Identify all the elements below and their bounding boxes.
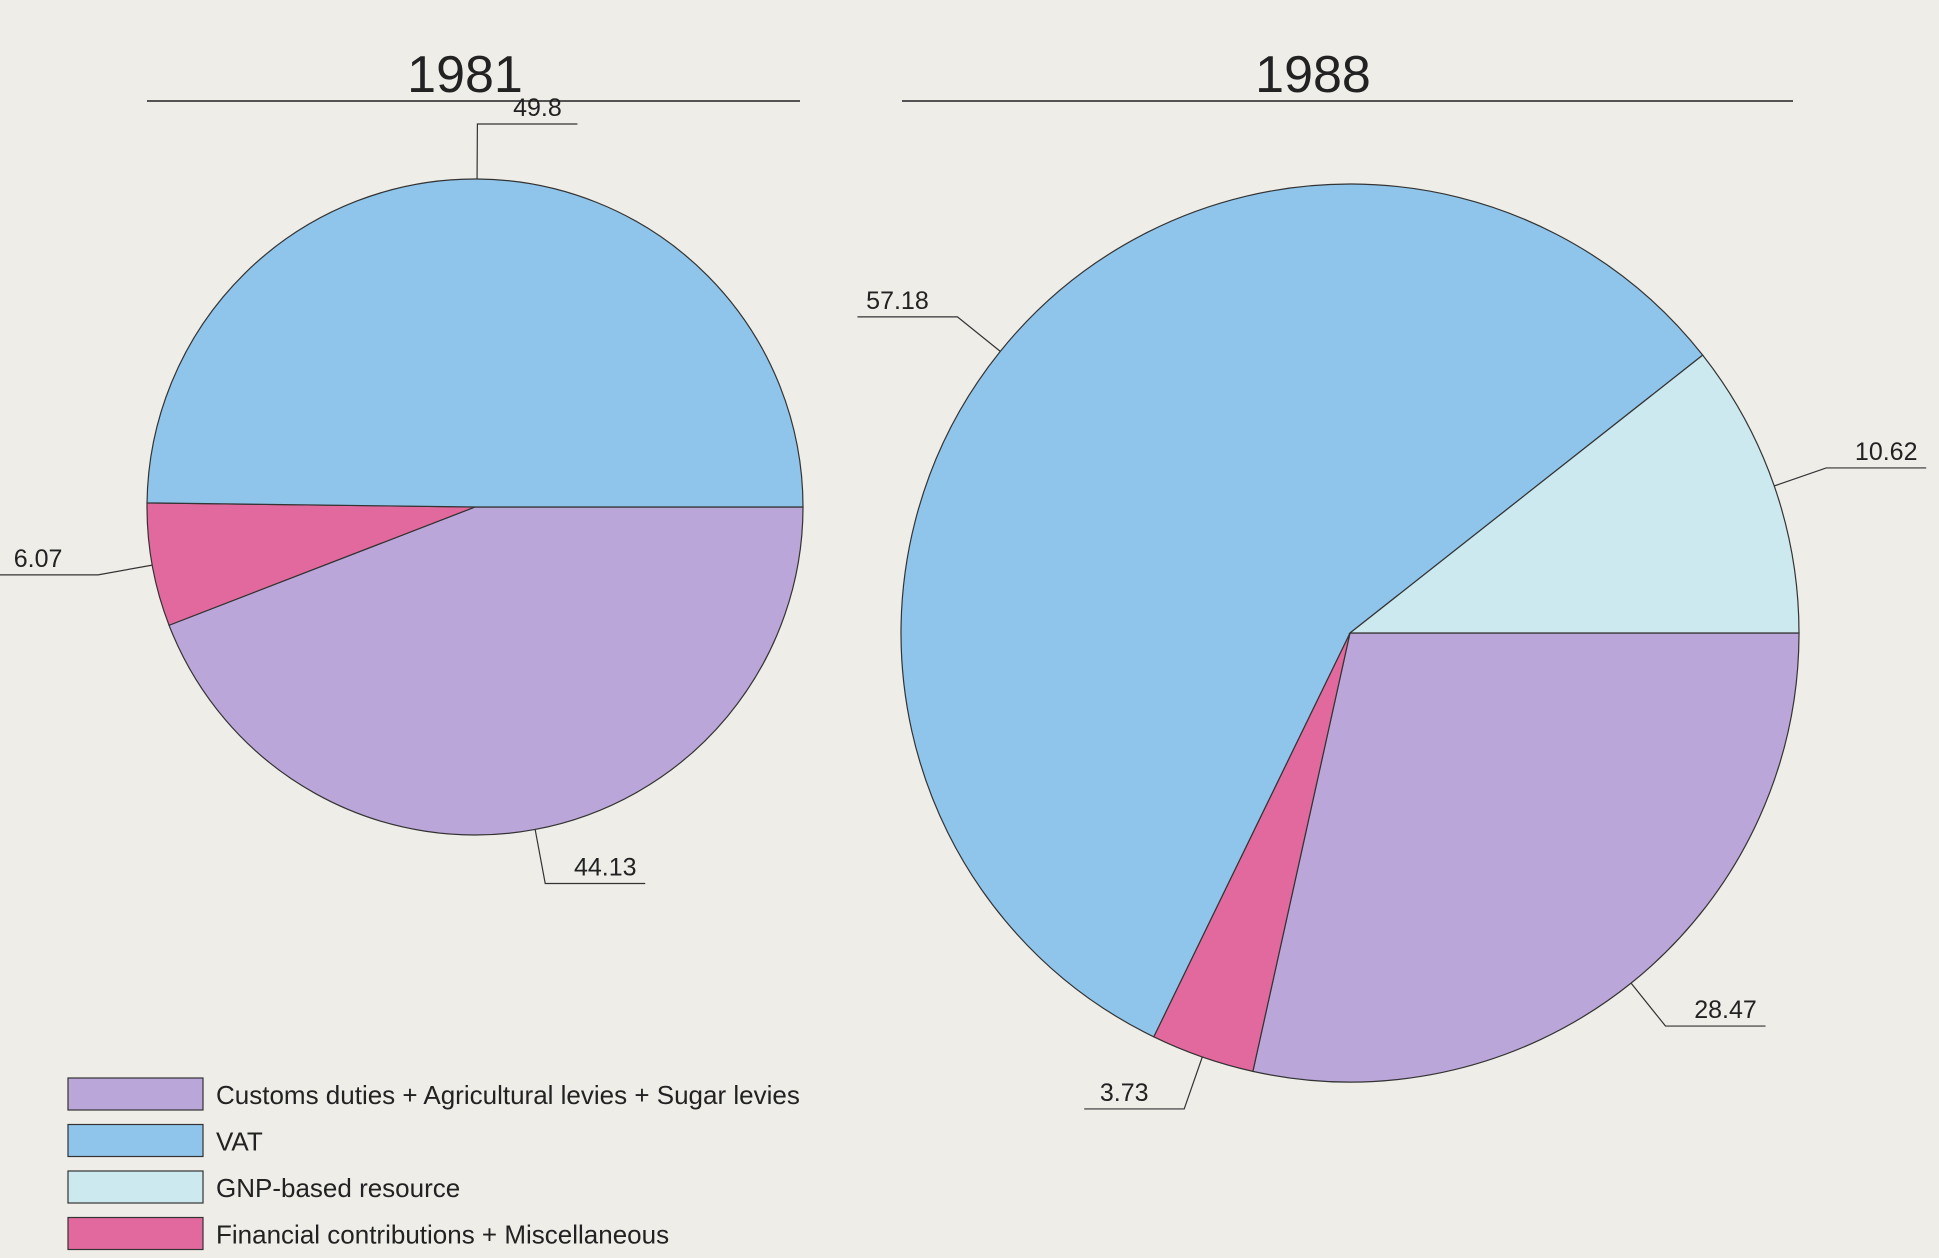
pie-slice (1252, 632, 1800, 1083)
value-label: 57.18 (866, 287, 929, 315)
leader-line (534, 829, 646, 885)
pie-slice (1348, 354, 1800, 634)
legend-swatch (67, 1170, 204, 1204)
pie-slice (168, 506, 804, 836)
leader-line (476, 123, 578, 180)
value-label: 28.47 (1694, 996, 1757, 1024)
chart-title: 1988 (1255, 46, 1371, 104)
value-label: 10.62 (1855, 438, 1918, 466)
pie-slice (146, 502, 476, 627)
leader-line (1774, 467, 1927, 487)
legend-label: GNP-based resource (216, 1173, 460, 1203)
legend-swatch (67, 1216, 204, 1251)
value-label: 44.13 (574, 854, 637, 882)
leader-line (1084, 1056, 1203, 1110)
leader-line (1630, 982, 1766, 1027)
legend-label: Customs duties + Agricultural levies + S… (216, 1080, 800, 1110)
legend-swatch (67, 1077, 204, 1111)
legend-label: Financial contributions + Miscellaneous (216, 1220, 669, 1250)
value-label: 49.8 (513, 94, 562, 122)
chart-title: 1981 (407, 46, 523, 104)
value-label: 3.73 (1100, 1079, 1149, 1107)
pie-slice (146, 178, 804, 508)
legend-swatch (67, 1123, 204, 1158)
value-label: 6.07 (14, 545, 63, 573)
leader-line (0, 564, 153, 576)
legend-label: VAT (216, 1127, 263, 1157)
leader-line (857, 316, 1001, 352)
